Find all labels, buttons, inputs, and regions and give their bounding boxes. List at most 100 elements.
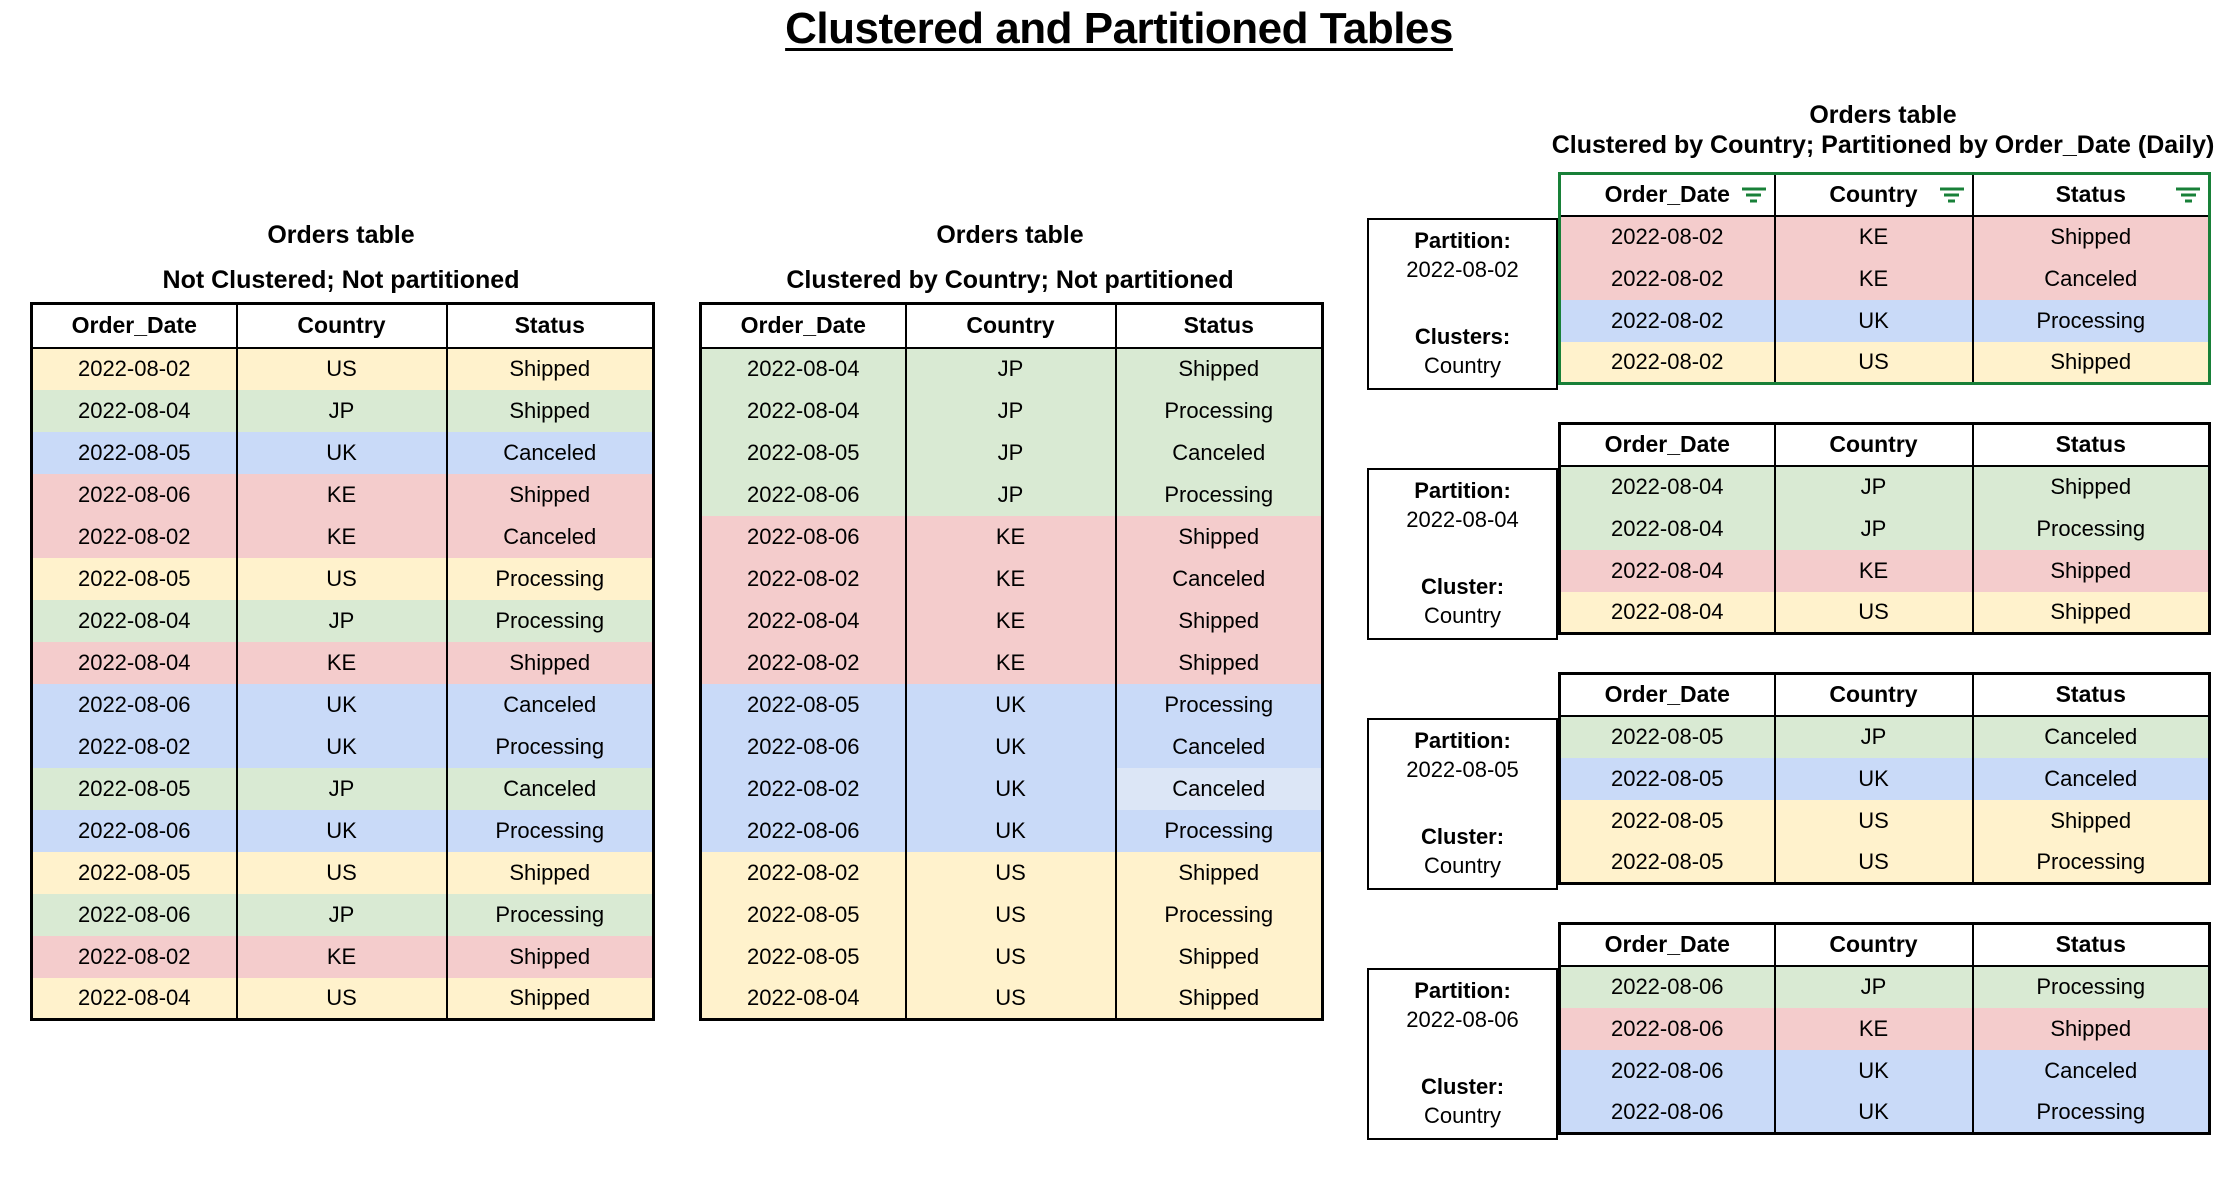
table-row: 2022-08-06 JP Processing xyxy=(30,893,655,936)
partition-label-box: Partition: 2022-08-02 Clusters: Country xyxy=(1367,218,1558,390)
table-cell: US xyxy=(904,977,1117,1020)
table-cell: Canceled xyxy=(445,431,655,474)
table-cell: JP xyxy=(904,347,1117,390)
table-row: 2022-08-04 JP Shipped xyxy=(699,347,1324,390)
table-row: 2022-08-05 US Shipped xyxy=(699,935,1324,978)
table-row: 2022-08-05 US Shipped xyxy=(30,851,655,894)
table-row: 2022-08-02 KE Canceled xyxy=(1558,257,2211,300)
table-cell: 2022-08-04 xyxy=(699,599,907,642)
table-cell: JP xyxy=(235,767,448,810)
table-cell: Processing xyxy=(1971,1091,2211,1134)
filter-icon[interactable] xyxy=(1939,187,1965,203)
partition-label: Partition: 2022-08-02 xyxy=(1371,226,1554,284)
table-cell: Canceled xyxy=(1114,767,1324,810)
table-cell: Shipped xyxy=(445,473,655,516)
table-cell: 2022-08-05 xyxy=(699,431,907,474)
column-header-status: Status xyxy=(1971,922,2211,967)
table-row: 2022-08-06 UK Processing xyxy=(30,809,655,852)
table-row: 2022-08-04 US Shipped xyxy=(699,977,1324,1020)
table-cell: 2022-08-06 xyxy=(30,683,238,726)
filter-icon-bar xyxy=(1948,199,1955,203)
table-cell: Processing xyxy=(445,725,655,768)
partition-value: 2022-08-02 xyxy=(1406,257,1519,282)
column-header-order-date: Order_Date xyxy=(1558,922,1776,967)
table-cell: 2022-08-05 xyxy=(1558,799,1776,842)
table-cell: Shipped xyxy=(1114,977,1324,1020)
table-row: 2022-08-05 UK Canceled xyxy=(30,431,655,474)
table-cell: 2022-08-02 xyxy=(699,851,907,894)
table-cell: Canceled xyxy=(1114,431,1324,474)
column-header-label: Status xyxy=(1183,312,1254,339)
column-header-status: Status xyxy=(1971,172,2211,217)
filter-icon-bar xyxy=(2176,187,2200,191)
table-cell: US xyxy=(235,977,448,1020)
table-cell: 2022-08-04 xyxy=(30,599,238,642)
header-row: Order_Date Country Status xyxy=(30,302,655,349)
filter-icon-bar xyxy=(1746,193,1761,197)
partition-group: Partition: 2022-08-06 Cluster: Country Order… xyxy=(1367,922,2213,1140)
table-cell: UK xyxy=(235,809,448,852)
cluster-label: Clusters: Country xyxy=(1371,322,1554,380)
table-row: 2022-08-05 US Processing xyxy=(1558,841,2211,884)
table-cell: KE xyxy=(235,515,448,558)
table-header: Order_Date Country Status xyxy=(699,302,1324,349)
table-cell: Processing xyxy=(1971,965,2211,1008)
table-cell: JP xyxy=(1773,965,1974,1008)
table-cell: Shipped xyxy=(445,347,655,390)
table-cell: JP xyxy=(1773,715,1974,758)
section-title: Orders table xyxy=(267,221,415,249)
table-cell: Shipped xyxy=(445,641,655,684)
table-body: 2022-08-02 KE Shipped 2022-08-02 KE Canceled 2… xyxy=(1558,215,2211,384)
table-cell: Processing xyxy=(1114,809,1324,852)
table-cell: Canceled xyxy=(445,683,655,726)
section-unclustered: Orders table Not Clustered; Not partitio… xyxy=(30,220,655,1021)
table-body: 2022-08-05 JP Canceled 2022-08-05 UK Canceled… xyxy=(1558,715,2211,884)
section-subtitle: Not Clustered; Not partitioned xyxy=(162,266,520,294)
table-row: 2022-08-04 KE Shipped xyxy=(30,641,655,684)
table-cell: KE xyxy=(1773,257,1974,300)
table-cell: Shipped xyxy=(1971,215,2211,258)
filter-icon[interactable] xyxy=(1741,187,1767,203)
table-cell: Shipped xyxy=(445,935,655,978)
table-cell: 2022-08-04 xyxy=(1558,549,1776,592)
table-cell: Processing xyxy=(445,557,655,600)
table-row: 2022-08-04 JP Shipped xyxy=(1558,465,2211,508)
section-subtitle-text: Clustered by Country; Partitioned by Ord… xyxy=(1551,131,2215,159)
table-row: 2022-08-05 US Processing xyxy=(699,893,1324,936)
cluster-label: Cluster: Country xyxy=(1371,572,1554,630)
table-cell: 2022-08-04 xyxy=(1558,465,1776,508)
table-cell: 2022-08-06 xyxy=(30,893,238,936)
table-cell: Processing xyxy=(1114,389,1324,432)
table-row: 2022-08-05 JP Canceled xyxy=(30,767,655,810)
column-header-label: Order_Date xyxy=(1604,681,1730,708)
table-cell: 2022-08-06 xyxy=(1558,1007,1776,1050)
table-row: 2022-08-04 KE Shipped xyxy=(1558,549,2211,592)
cluster-label: Cluster: Country xyxy=(1371,822,1554,880)
partition-groups: Partition: 2022-08-02 Clusters: Country Orde… xyxy=(1367,172,2213,1140)
table-cell: Shipped xyxy=(1971,549,2211,592)
table-header: Order_Date Country Status xyxy=(1558,172,2211,217)
table-cell: Shipped xyxy=(445,851,655,894)
table-cell: 2022-08-02 xyxy=(1558,341,1776,384)
column-header-country: Country xyxy=(1773,422,1974,467)
filter-icon-bar xyxy=(1944,193,1959,197)
column-header-order-date: Order_Date xyxy=(699,302,907,349)
filter-icon-bar xyxy=(2184,199,2192,203)
table-body: 2022-08-04 JP Shipped 2022-08-04 JP Processin… xyxy=(699,347,1324,1020)
table-row: 2022-08-06 UK Canceled xyxy=(699,725,1324,768)
table-cell: US xyxy=(1773,591,1974,634)
section-title: Orders table xyxy=(1558,100,2208,130)
table-row: 2022-08-06 UK Processing xyxy=(699,809,1324,852)
table-cell: US xyxy=(1773,799,1974,842)
table-row: 2022-08-06 UK Canceled xyxy=(30,683,655,726)
header-row: Order_Date Country Status xyxy=(1558,672,2211,717)
orders-table-unclustered: Order_Date Country Status 2022-08-02 US Shipp… xyxy=(30,302,655,1021)
partition-label-title: Partition: xyxy=(1414,478,1511,503)
table-cell: US xyxy=(1773,341,1974,384)
table-cell: Processing xyxy=(445,893,655,936)
table-cell: 2022-08-02 xyxy=(1558,257,1776,300)
section-partitioned: Orders table Clustered by Country; Parti… xyxy=(1367,100,2215,1172)
filter-icon[interactable] xyxy=(2175,187,2201,203)
table-cell: Shipped xyxy=(445,977,655,1020)
partition-label: Partition: 2022-08-05 xyxy=(1371,726,1554,784)
